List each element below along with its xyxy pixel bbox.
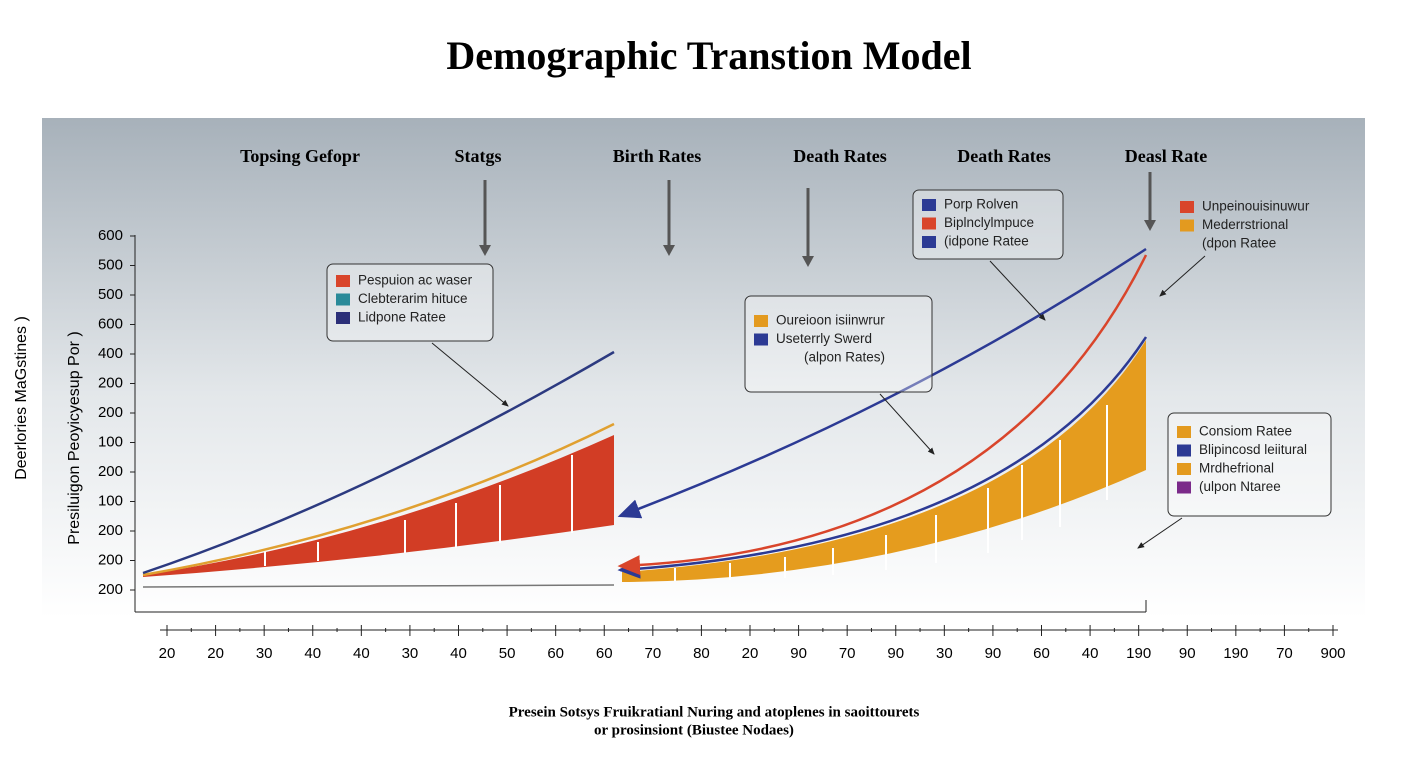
legend-swatch (336, 312, 350, 324)
callout: Pespuion ac waser Clebterarim hituce Lidpo… (326, 263, 494, 342)
x-tick-label: 20 (207, 645, 224, 662)
callout-box (912, 189, 1064, 260)
legend-swatch (336, 275, 350, 287)
x-tick-label: 50 (499, 645, 516, 662)
legend-swatch (1177, 426, 1191, 438)
legend-label: (dpon Ratee (1202, 236, 1276, 251)
legend-label: Biplnclylmpuce (944, 215, 1034, 230)
x-tick-label: 900 (1320, 645, 1345, 662)
x-tick-label: 190 (1126, 645, 1151, 662)
x-tick-label: 40 (304, 645, 321, 662)
legend-swatch (1180, 219, 1194, 232)
x-tick-label: 20 (159, 645, 176, 662)
y-tick-label: 100 (98, 433, 123, 450)
legend-label: Unpeinouisinuwur (1202, 199, 1310, 214)
legend-label: Useterrly Swerd (776, 331, 872, 346)
legend-label: Consiom Ratee (1199, 424, 1292, 439)
legend-label: Blipincosd leiitural (1199, 442, 1307, 457)
legend-label: (alpon Rates) (804, 350, 885, 365)
column-header: Death Rates (793, 146, 886, 166)
leader-lines (431, 255, 1206, 549)
y-tick-label: 200 (98, 581, 123, 598)
callout-box (1167, 412, 1332, 517)
legend-swatch (754, 333, 768, 346)
legend-swatch (1177, 481, 1191, 494)
column-header: Topsing Gefopr (240, 146, 360, 166)
header-arrows (479, 172, 1156, 267)
x-caption: or prosinsiont (Biustee Nodaes) (594, 722, 794, 738)
y-tick-label: 200 (98, 374, 123, 391)
callout: Consiom Ratee Blipincosd leiitural Mrdhefr… (1167, 412, 1332, 517)
column-header: Deasl Rate (1125, 146, 1207, 166)
legend-swatch (336, 293, 350, 306)
x-tick-label: 70 (1276, 645, 1293, 662)
column-header: Death Rates (957, 146, 1050, 166)
x-tick-label: 20 (742, 645, 759, 662)
y-tick-label: 200 (98, 522, 123, 539)
x-tick-label: 30 (402, 645, 419, 662)
legend-swatch (922, 217, 936, 230)
legend-swatch (754, 315, 768, 327)
x-tick-label: 70 (839, 645, 856, 662)
y-tick-label: 500 (98, 256, 123, 273)
x-tick-label: 40 (1082, 645, 1099, 662)
x-tick-label: 60 (1033, 645, 1050, 662)
y-tick-label: 200 (98, 463, 123, 480)
callout-box (326, 263, 494, 342)
x-tick-label: 30 (936, 645, 953, 662)
legend-swatch (1177, 463, 1191, 475)
callout-box (744, 295, 933, 393)
y-axis-label: Deerlories MaGstines ) (13, 316, 30, 480)
x-tick-label: 40 (450, 645, 467, 662)
legend-label: Porp Rolven (944, 197, 1018, 212)
legend-label: Oureioon isiinwrur (776, 313, 885, 328)
legend-swatch (922, 236, 936, 248)
chart-title: Demographic Transtion Model (446, 33, 971, 78)
column-header: Birth Rates (613, 146, 702, 166)
callout: Oureioon isiinwrur Useterrly Swerd (alpon … (744, 295, 933, 393)
x-tick-label: 60 (596, 645, 613, 662)
x-tick-label: 190 (1223, 645, 1248, 662)
column-header: Statgs (454, 146, 501, 166)
panel (42, 118, 1365, 618)
legend-label: Lidpone Ratee (358, 310, 446, 325)
legend-swatch (1180, 201, 1194, 213)
callout: Unpeinouisinuwur Mederrstrional (dpon Rate… (1180, 199, 1310, 251)
y-tick-label: 600 (98, 315, 123, 332)
legend-label: Mrdhefrional (1199, 461, 1274, 476)
y-tick-label: 400 (98, 345, 123, 362)
y-tick-label: 200 (98, 404, 123, 421)
y-tick-label: 100 (98, 492, 123, 509)
y-tick-label: 200 (98, 551, 123, 568)
x-tick-label: 40 (353, 645, 370, 662)
legend-label: Pespuion ac waser (358, 273, 473, 288)
legend-label: Mederrstrional (1202, 217, 1288, 232)
x-tick-label: 90 (985, 645, 1002, 662)
x-tick-label: 80 (693, 645, 710, 662)
legend-swatch (922, 199, 936, 211)
y-axis-label: Presiluigon Peoyicyesup Por ) (66, 331, 83, 544)
legend-label: (ulpon Ntaree (1199, 479, 1281, 494)
x-tick-label: 30 (256, 645, 273, 662)
curves (142, 247, 1148, 588)
x-caption: Presein Sotsys Fruikratianl Nuring and a… (509, 704, 920, 720)
y-tick-label: 500 (98, 286, 123, 303)
x-tick-label: 70 (644, 645, 661, 662)
x-tick-label: 60 (547, 645, 564, 662)
legend-swatch (1177, 444, 1191, 457)
y-tick-label: 600 (98, 227, 123, 244)
callout: Porp Rolven Biplnclylmpuce (idpone Ratee (912, 189, 1064, 260)
legend-label: Clebterarim hituce (358, 291, 468, 306)
legend-label: (idpone Ratee (944, 234, 1029, 249)
x-tick-label: 90 (790, 645, 807, 662)
x-tick-label: 90 (1179, 645, 1196, 662)
x-tick-label: 90 (887, 645, 904, 662)
